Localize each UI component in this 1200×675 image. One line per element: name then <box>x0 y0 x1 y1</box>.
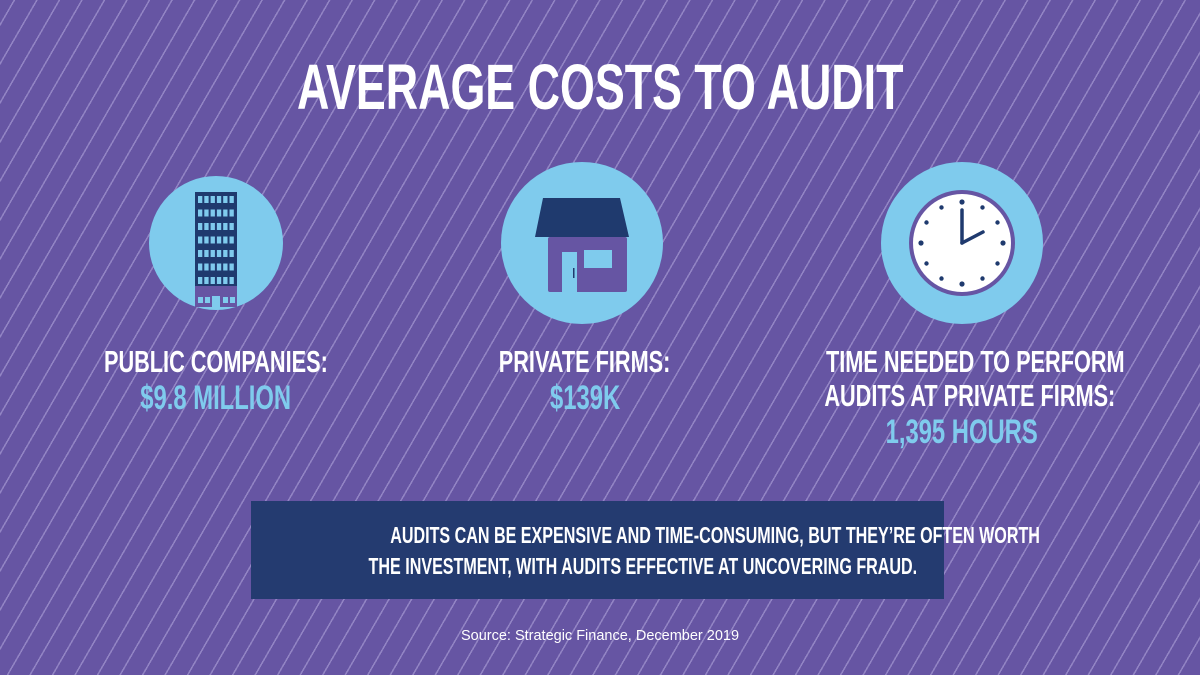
building-window <box>229 223 234 230</box>
building-window <box>230 297 235 303</box>
building-window <box>198 223 203 230</box>
building-window <box>216 236 222 244</box>
building-window <box>204 196 209 203</box>
building-window <box>223 250 228 257</box>
stat-label: TIME NEEDED TO PERFORM <box>825 344 1125 379</box>
building-window <box>198 277 203 284</box>
building-window <box>204 277 209 284</box>
building-window <box>210 223 215 230</box>
clock-tick <box>939 205 944 210</box>
building-window <box>198 250 203 257</box>
office-building-icon <box>149 176 283 310</box>
building-window <box>210 250 215 257</box>
source-note: Source: Strategic Finance, December 2019 <box>460 628 740 644</box>
building-window <box>216 209 222 217</box>
clock-tick <box>1000 240 1006 246</box>
building-window <box>216 277 222 284</box>
clock-tick <box>939 276 944 281</box>
stat-private-firms: PRIVATE FIRMS: $139K <box>385 344 785 418</box>
building-window <box>198 236 203 244</box>
building-window <box>210 236 215 244</box>
stat-public-companies: PUBLIC COMPANIES: $9.8 MILLION <box>16 344 416 418</box>
building-window <box>210 196 215 203</box>
building-window <box>223 277 228 284</box>
stat-value: 1,395 HOURS <box>885 413 1039 451</box>
clock-tick <box>959 199 965 205</box>
building-window <box>210 209 215 217</box>
building-window <box>210 277 215 284</box>
building-window <box>204 223 209 230</box>
building-window <box>229 277 234 284</box>
building-window <box>205 297 210 303</box>
clock-tick <box>959 281 965 287</box>
clock-tick <box>995 220 1000 225</box>
building-window <box>204 209 209 217</box>
building-window <box>223 263 228 271</box>
building-window <box>210 263 215 271</box>
clock-icon <box>881 162 1043 324</box>
page-title: AVERAGE COSTS TO AUDIT <box>296 51 904 123</box>
building-window <box>216 223 222 230</box>
building-window <box>229 263 234 271</box>
stat-label: PUBLIC COMPANIES: <box>104 344 328 379</box>
building-window <box>229 196 234 203</box>
building-window <box>198 209 203 217</box>
building-window <box>223 297 228 303</box>
house-icon <box>501 162 663 324</box>
building-window <box>216 250 222 257</box>
callout-line: AUDITS CAN BE EXPENSIVE AND TIME-CONSUMI… <box>390 522 1040 548</box>
building-window <box>229 250 234 257</box>
clock-tick <box>980 205 985 210</box>
callout-line: THE INVESTMENT, WITH AUDITS EFFECTIVE AT… <box>368 553 918 579</box>
building-window <box>216 263 222 271</box>
building-window <box>229 209 234 217</box>
clock-tick <box>924 261 929 266</box>
building-window <box>204 250 209 257</box>
building-window <box>229 236 234 244</box>
building-window <box>223 236 228 244</box>
clock-tick <box>995 261 1000 266</box>
stat-label: PRIVATE FIRMS: <box>499 344 671 379</box>
building-window <box>223 196 228 203</box>
building-window <box>223 223 228 230</box>
building-window <box>204 236 209 244</box>
building-window <box>198 297 203 303</box>
clock-tick <box>918 240 924 246</box>
stat-value: $139K <box>549 379 621 417</box>
building-window <box>198 263 203 271</box>
clock-tick <box>924 220 929 225</box>
building-window <box>216 196 222 203</box>
stat-value: $9.8 MILLION <box>140 379 292 417</box>
stat-audit-time: TIME NEEDED TO PERFORM AUDITS AT PRIVATE… <box>762 344 1162 452</box>
callout-box: AUDITS CAN BE EXPENSIVE AND TIME-CONSUMI… <box>251 501 1040 599</box>
building-window <box>204 263 209 271</box>
building-window <box>223 209 228 217</box>
clock-tick <box>980 276 985 281</box>
building-window <box>198 196 203 203</box>
stat-label: AUDITS AT PRIVATE FIRMS: <box>824 378 1116 413</box>
